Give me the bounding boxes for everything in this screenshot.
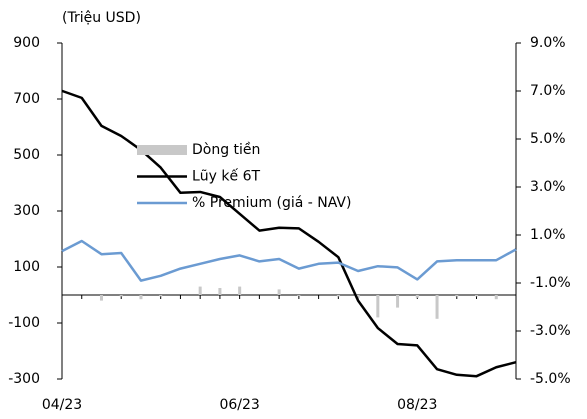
bar [297, 295, 301, 296]
bar [494, 295, 498, 300]
bar [218, 288, 222, 295]
y2-tick-label: -1.0% [530, 275, 571, 291]
y-tick-label: 900 [13, 35, 40, 51]
y2-tick-label: -3.0% [530, 323, 571, 339]
y-tick-label: -100 [8, 315, 40, 331]
legend-label: Dòng tiền [192, 141, 260, 158]
x-tick-label: 04/23 [42, 397, 82, 413]
y-axis-label: (Triệu USD) [62, 10, 141, 26]
y-tick-label: -300 [8, 371, 40, 387]
y2-tick-label: 7.0% [530, 83, 566, 99]
bar [198, 286, 202, 295]
bar [159, 295, 163, 297]
y-tick-label: 700 [13, 91, 40, 107]
bar [99, 295, 103, 301]
x-tick-label: 06/23 [219, 397, 259, 413]
bar [356, 295, 360, 298]
y2-tick-label: 9.0% [530, 35, 566, 51]
y2-tick-label: 1.0% [530, 227, 566, 243]
y-tick-label: 100 [13, 259, 40, 275]
y-tick-label: 500 [13, 147, 40, 163]
bar [415, 295, 419, 298]
x-tick-label: 08/23 [397, 397, 437, 413]
bar [277, 289, 281, 295]
bar [336, 295, 340, 297]
line [61, 89, 517, 378]
legend-swatch [137, 145, 187, 155]
bar [435, 295, 439, 319]
bar [139, 295, 143, 300]
legend-label: Lũy kế 6T [192, 168, 260, 185]
y2-tick-label: -5.0% [530, 371, 571, 387]
y2-tick-label: 5.0% [530, 131, 566, 147]
y2-tick-label: 3.0% [530, 179, 566, 195]
bar [238, 286, 242, 295]
bar [376, 295, 380, 318]
bar [119, 295, 123, 297]
bar [396, 295, 400, 308]
line [61, 239, 517, 282]
y-tick-label: 300 [13, 203, 40, 219]
bar [455, 295, 459, 297]
bar [475, 295, 479, 297]
legend-label: % Premium (giá - NAV) [192, 195, 351, 211]
